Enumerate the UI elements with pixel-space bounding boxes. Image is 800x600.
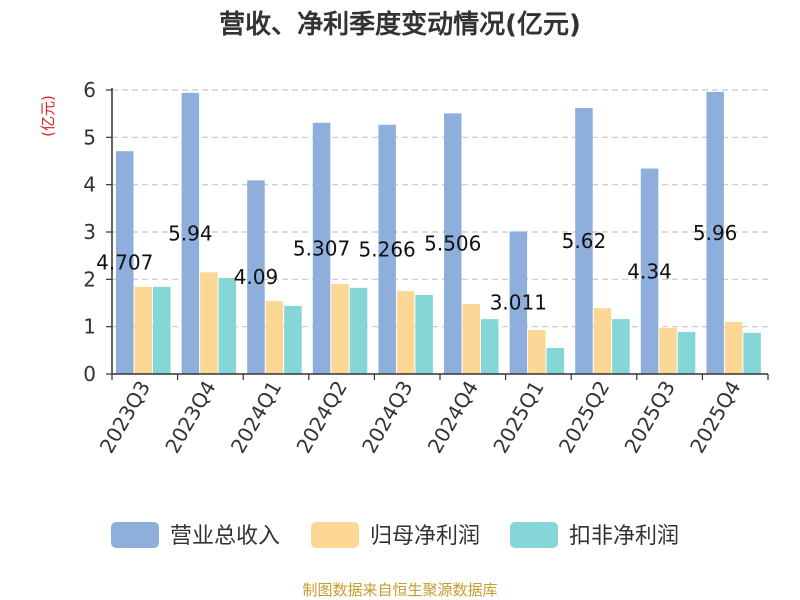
bar-2023Q3-series-2[interactable] [153, 286, 171, 374]
bar-2025Q3-series-2[interactable] [677, 331, 696, 374]
bar-2025Q1-series-2[interactable] [546, 347, 565, 374]
legend-swatch-revenue [111, 522, 159, 548]
legend-swatch-net-profit [311, 522, 359, 548]
bar-2024Q1-series-2[interactable] [284, 305, 302, 374]
y-axis-unit: (亿元) [39, 95, 57, 137]
bar-2023Q3-series-0[interactable] [116, 151, 134, 374]
bar-2023Q4-series-1[interactable] [200, 272, 218, 374]
bar-2024Q4-series-2[interactable] [481, 319, 499, 374]
data-label: 5.266 [359, 237, 416, 261]
bar-2023Q4-series-0[interactable] [181, 92, 200, 374]
data-label: 5.307 [293, 236, 350, 260]
legend-item-net-profit[interactable]: 归母净利润 [311, 522, 480, 549]
bar-2024Q3-series-1[interactable] [396, 291, 415, 374]
y-tick-label: 1 [83, 315, 96, 339]
y-tick-label: 0 [83, 362, 96, 386]
bar-2024Q4-series-1[interactable] [462, 303, 481, 374]
x-tick-label: 2025Q4 [685, 377, 745, 458]
x-tick-label: 2023Q4 [160, 377, 220, 458]
bar-2024Q4-series-0[interactable] [444, 113, 462, 375]
bar-2025Q1-series-1[interactable] [528, 329, 546, 374]
bar-2025Q1-series-0[interactable] [509, 231, 528, 374]
bar-2025Q4-series-1[interactable] [724, 321, 743, 374]
y-tick-label: 4 [83, 173, 96, 197]
data-label: 5.94 [168, 221, 213, 245]
data-labels: 4.707 5.94 4.09 5.307 5.266 5.506 3.011 5.62 4.3… [96, 221, 737, 315]
y-tick-label: 3 [83, 220, 96, 244]
legend-item-deducted-net-profit[interactable]: 扣非净利润 [510, 522, 679, 549]
chart-title: 营收、净利季度变动情况(亿元) [219, 9, 581, 40]
x-tick-label: 2025Q2 [554, 377, 614, 458]
data-label: 5.62 [562, 229, 607, 253]
x-tick-label: 2024Q3 [357, 377, 417, 458]
data-label: 4.707 [96, 251, 153, 275]
legend-swatch-deducted-net-profit [510, 522, 558, 548]
legend-label-net-profit: 归母净利润 [370, 524, 480, 549]
data-label: 5.506 [424, 232, 481, 256]
bar-2023Q3-series-1[interactable] [134, 286, 153, 374]
bar-2025Q2-series-2[interactable] [612, 319, 630, 374]
legend-item-revenue[interactable]: 营业总收入 [111, 522, 280, 549]
bar-2024Q3-series-2[interactable] [415, 294, 433, 374]
bars [116, 91, 761, 375]
y-tick-label: 2 [83, 267, 96, 291]
bar-2025Q2-series-0[interactable] [575, 107, 593, 374]
bar-2025Q3-series-1[interactable] [659, 328, 677, 374]
data-label: 5.96 [693, 221, 738, 245]
data-label: 4.09 [234, 265, 279, 289]
bar-2025Q4-series-0[interactable] [706, 91, 724, 374]
bar-2024Q1-series-1[interactable] [265, 301, 284, 374]
bar-2025Q3-series-0[interactable] [640, 168, 659, 374]
y-tick-label: 6 [83, 78, 96, 102]
bar-2024Q2-series-2[interactable] [349, 287, 368, 374]
bar-2023Q4-series-2[interactable] [218, 277, 237, 374]
legend-label-deducted-net-profit: 扣非净利润 [569, 524, 679, 549]
x-tick-label: 2024Q2 [291, 377, 351, 458]
x-tick-label: 2024Q1 [226, 377, 286, 458]
x-tick-label: 2025Q3 [619, 377, 679, 458]
legend-label-revenue: 营业总收入 [170, 524, 280, 549]
x-tick-label: 2025Q1 [488, 377, 548, 458]
source-note: 制图数据来自恒生聚源数据库 [302, 581, 497, 599]
bar-2024Q3-series-0[interactable] [378, 124, 396, 374]
bar-2024Q2-series-0[interactable] [312, 122, 331, 374]
bar-2025Q2-series-1[interactable] [593, 308, 612, 374]
legend: 营业总收入 归母净利润 扣非净利润 [111, 522, 679, 549]
y-tick-label: 5 [83, 125, 96, 149]
x-tick-label: 2023Q3 [95, 377, 155, 458]
bar-2024Q2-series-1[interactable] [331, 284, 349, 374]
x-tick-label: 2024Q4 [423, 377, 483, 458]
data-label: 4.34 [627, 259, 672, 283]
bar-2025Q4-series-2[interactable] [743, 332, 761, 374]
bar-2024Q1-series-0[interactable] [247, 180, 265, 374]
data-label: 3.011 [490, 291, 547, 315]
